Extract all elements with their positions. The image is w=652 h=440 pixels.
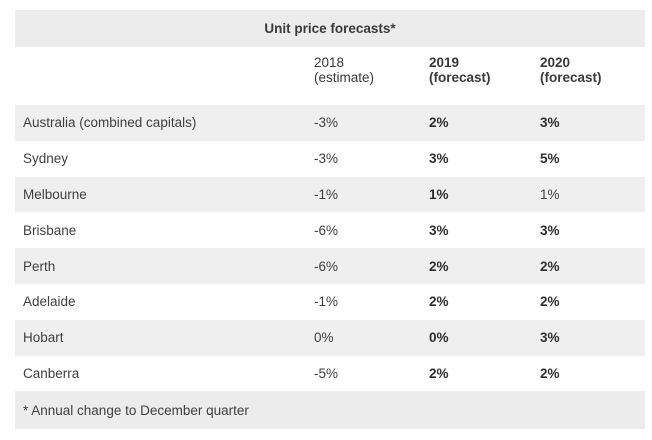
row-city-cell: Australia (combined capitals) [23, 115, 197, 131]
table-row: Adelaide -1% 2% 2% [15, 284, 645, 320]
header-2019-year: 2019 [429, 55, 460, 70]
header-2018-year: 2018 [314, 55, 345, 70]
header-2018-note: (estimate) [314, 70, 375, 85]
header-2020-note: (forecast) [540, 70, 602, 85]
row-2020-cell: 2% [540, 365, 560, 381]
row-2019-cell: 2% [429, 365, 449, 381]
table-row: Sydney -3% 3% 5% [15, 141, 645, 177]
table-row: Australia (combined capitals) -3% 2% 3% [15, 105, 645, 141]
row-2020-cell: 3% [540, 222, 560, 238]
table-row: Melbourne -1% 1% 1% [15, 176, 645, 213]
row-2019-cell: 3% [429, 222, 449, 238]
table-row: Perth -6% 2% 2% [15, 248, 645, 284]
header-2020: 2020 (forecast) [540, 55, 602, 85]
row-2018-cell: -6% [314, 222, 339, 238]
row-2020-cell: 2% [540, 294, 560, 310]
row-city-cell: Hobart [23, 330, 64, 346]
header-2019: 2019 (forecast) [429, 55, 491, 85]
row-2019-cell: 3% [429, 151, 449, 167]
unit-price-forecast-table: Unit price forecasts* 2018 (estimate) 20… [15, 10, 645, 430]
table-row: Canberra -5% 2% 2% [15, 356, 645, 392]
row-2018-cell: -1% [314, 186, 339, 202]
row-2019-cell: 2% [429, 294, 449, 310]
row-city-cell: Adelaide [23, 294, 76, 310]
row-city-cell: Sydney [23, 151, 69, 167]
row-2019-cell: 1% [429, 186, 449, 202]
row-2019-cell: 2% [429, 258, 449, 274]
row-city-cell: Melbourne [23, 186, 87, 202]
row-2018-cell: -1% [314, 294, 339, 310]
row-2018-cell: -5% [314, 365, 339, 381]
row-2018-cell: -3% [314, 151, 339, 167]
row-2020-cell: 1% [540, 186, 560, 202]
table-title: Unit price forecasts* [15, 10, 645, 47]
table-footnote: * Annual change to December quarter [15, 391, 645, 430]
row-2018-cell: -6% [314, 258, 339, 274]
header-2018: 2018 (estimate) [314, 55, 374, 85]
row-2020-cell: 3% [540, 115, 560, 131]
row-2019-cell: 2% [429, 115, 449, 131]
table-row: Brisbane -6% 3% 3% [15, 212, 645, 248]
header-row: 2018 (estimate) 2019 (forecast) 2020 (fo… [15, 47, 645, 105]
row-city-cell: Brisbane [23, 222, 77, 238]
row-city-cell: Canberra [23, 365, 80, 381]
row-2020-cell: 5% [540, 151, 560, 167]
header-2020-year: 2020 [540, 55, 571, 70]
row-2020-cell: 2% [540, 258, 560, 274]
row-2018-cell: -3% [314, 115, 339, 131]
row-city-cell: Perth [23, 258, 56, 274]
table-row: Hobart 0% 0% 3% [15, 319, 645, 356]
header-2019-note: (forecast) [429, 70, 491, 85]
row-2020-cell: 3% [540, 330, 560, 346]
row-2019-cell: 0% [429, 330, 449, 346]
row-2018-cell: 0% [314, 330, 334, 346]
table-body: Australia (combined capitals) -3% 2% 3% Sydn… [15, 105, 645, 391]
